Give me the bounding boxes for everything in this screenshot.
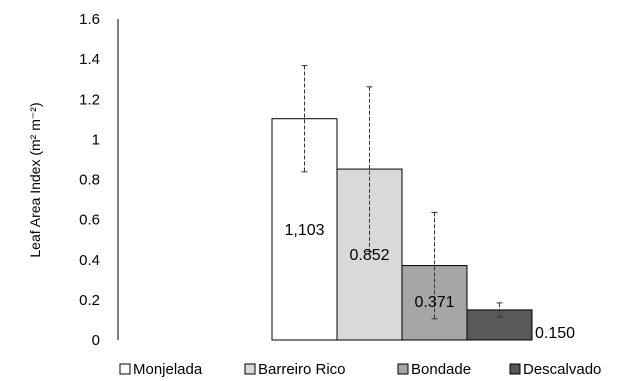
data-label: 0.150 [535, 325, 575, 342]
legend: Monjelada Barreiro Rico Bondade Descalvado [119, 361, 601, 378]
legend-label: Descalvado [523, 361, 601, 378]
y-tick-label: 0.6 [79, 212, 100, 229]
legend-label: Monjelada [133, 361, 203, 378]
legend-swatch [509, 363, 521, 375]
legend-swatch [119, 363, 131, 375]
legend-label: Bondade [411, 361, 471, 378]
y-tick-label: 0.8 [79, 172, 100, 189]
y-tick-label: 1 [92, 131, 100, 148]
legend-swatch [244, 363, 256, 375]
y-tick-label: 1.2 [79, 91, 100, 108]
y-axis-label: Leaf Area Index (m² m⁻²) [27, 102, 43, 257]
error-bars [301, 65, 503, 320]
legend-label: Barreiro Rico [258, 361, 346, 378]
y-tick-label: 0 [92, 332, 100, 349]
data-label: 0.371 [414, 294, 454, 311]
data-label: 0.852 [349, 247, 389, 264]
data-labels: 1,103 0.852 0.371 0.150 [284, 222, 575, 342]
data-label: 1,103 [284, 222, 324, 239]
y-tick-labels: 0 0.2 0.4 0.6 0.8 1 1.2 1.4 1.6 [79, 11, 100, 349]
y-tick-label: 1.6 [79, 11, 100, 28]
y-tick-label: 1.4 [79, 51, 100, 68]
y-tick-label: 0.2 [79, 292, 100, 309]
legend-swatch [397, 363, 409, 375]
bar [466, 309, 533, 341]
y-tick-label: 0.4 [79, 252, 100, 269]
